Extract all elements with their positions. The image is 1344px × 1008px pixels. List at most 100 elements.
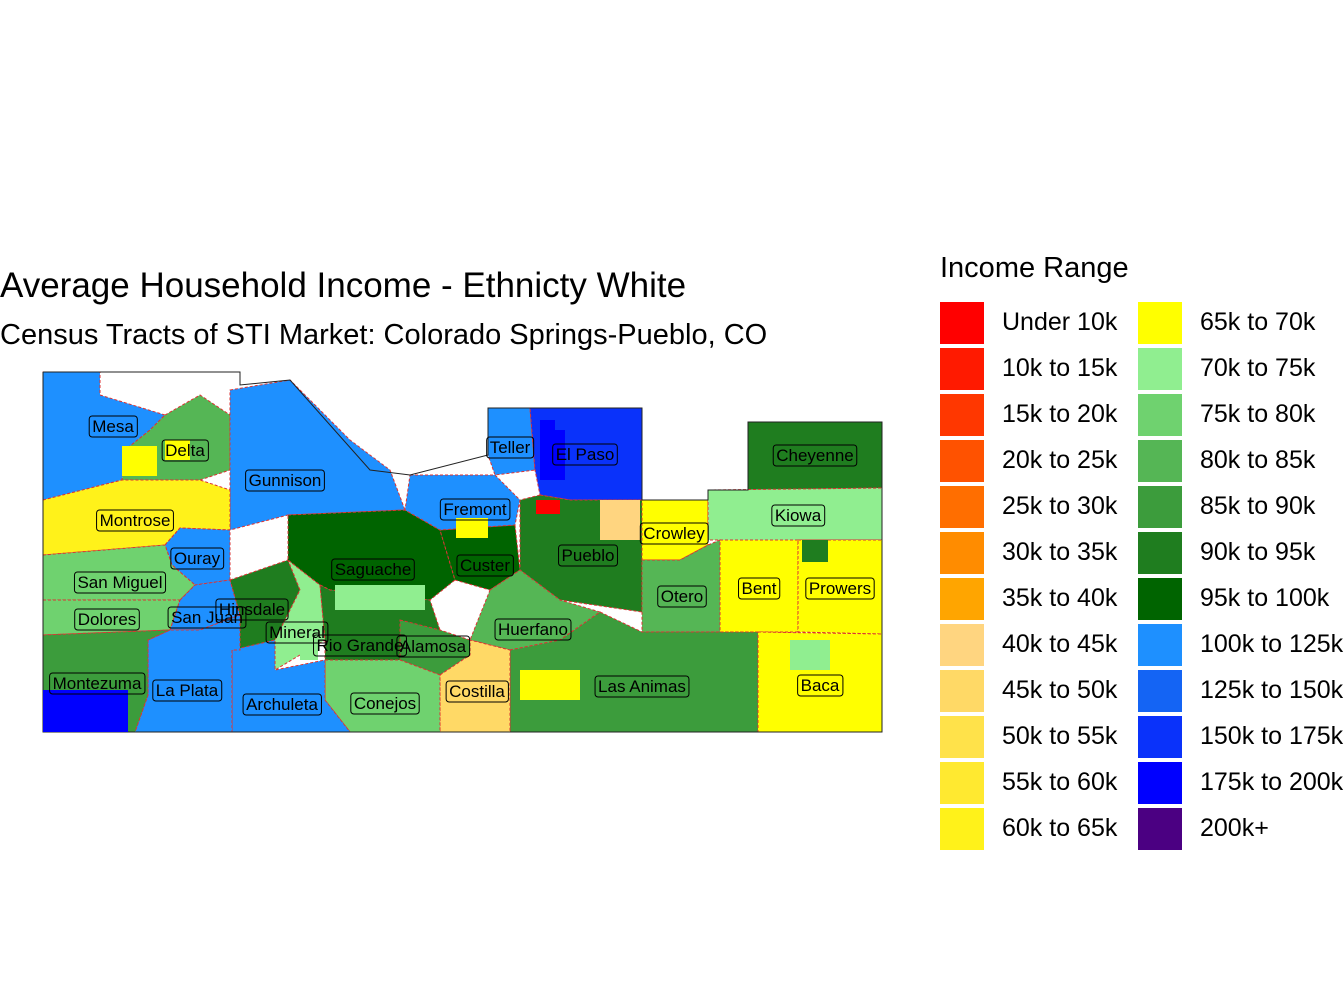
county-label-box	[265, 621, 329, 644]
legend-label: 10k to 15k	[1002, 354, 1118, 382]
legend-swatch	[1138, 624, 1182, 666]
county-label: Pueblo	[558, 544, 618, 567]
county-label-text: La Plata	[156, 681, 219, 700]
county-label: Mineral	[265, 621, 329, 644]
county-label: Delta	[161, 439, 209, 462]
county-label: San Juan	[167, 606, 247, 629]
county-label-box	[738, 577, 781, 600]
county-label: Gunnison	[245, 469, 325, 492]
county-label-text: Montezuma	[53, 674, 142, 693]
county-label-text: Las Animas	[598, 677, 686, 696]
county-label-text: Bent	[742, 579, 777, 598]
county-label-text: Dolores	[78, 610, 137, 629]
county-label: Prowers	[805, 577, 875, 600]
legend-label: 85k to 90k	[1200, 492, 1316, 520]
county-label: Teller	[486, 436, 535, 459]
county-region	[509, 611, 759, 733]
county-label: San Miguel	[73, 571, 167, 594]
census-tract	[165, 440, 190, 460]
legend-label: 55k to 60k	[1002, 768, 1118, 796]
legend-swatch	[1138, 670, 1182, 712]
legend-label: 125k to 150k	[1200, 676, 1344, 704]
legend-label: 150k to 175k	[1200, 722, 1344, 750]
county-label-text: San Miguel	[77, 573, 162, 592]
county-label-box	[350, 692, 420, 715]
county-label-text: Hinsdale	[219, 600, 285, 619]
legend-label: 175k to 200k	[1200, 768, 1344, 796]
county-label: Mesa	[88, 415, 138, 438]
legend-swatch	[940, 348, 984, 390]
legend-swatch	[1138, 348, 1182, 390]
census-tract	[802, 540, 828, 562]
county-label-text: Archuleta	[246, 695, 318, 714]
county-label: Rio Grande	[313, 634, 407, 657]
market-outline	[42, 371, 883, 733]
county-label-box	[396, 635, 471, 658]
county-label: Costilla	[445, 680, 509, 703]
county-label-box	[313, 634, 407, 657]
county-label-box	[242, 693, 322, 716]
census-tract	[536, 500, 560, 514]
county-label-box	[152, 679, 223, 702]
legend-label: 95k to 100k	[1200, 584, 1330, 612]
county-label-text: Crowley	[643, 524, 705, 543]
legend-label: 65k to 70k	[1200, 308, 1316, 336]
county-label-text: El Paso	[556, 445, 615, 464]
county-label-text: Custer	[460, 556, 510, 575]
county-label-box	[558, 544, 618, 567]
county-label: Cheyenne	[772, 444, 858, 467]
legend-label: 200k+	[1200, 814, 1269, 842]
legend-label: Under 10k	[1002, 308, 1118, 336]
county-region	[229, 379, 406, 531]
county-label: Ouray	[170, 547, 225, 570]
county-label-box	[331, 558, 415, 581]
county-label-text: Alamosa	[400, 637, 467, 656]
county-label-box	[771, 504, 826, 527]
legend-label: 20k to 25k	[1002, 446, 1118, 474]
legend-swatch	[1138, 440, 1182, 482]
county-label-box	[805, 577, 875, 600]
county-label-text: Cheyenne	[776, 446, 854, 465]
legend-swatch	[940, 578, 984, 620]
census-tract	[555, 410, 610, 430]
county-label-box	[439, 498, 511, 521]
legend-label: 100k to 125k	[1200, 630, 1344, 658]
legend-label: 50k to 55k	[1002, 722, 1118, 750]
legend-swatch	[940, 532, 984, 574]
legend-label: 40k to 45k	[1002, 630, 1118, 658]
county-label-text: San Juan	[171, 608, 243, 627]
county-label: Fremont	[439, 498, 511, 521]
county-label-box	[445, 680, 509, 703]
county-label: Archuleta	[242, 693, 322, 716]
county-label-box	[170, 547, 225, 570]
county-label-text: Baca	[801, 676, 840, 695]
county-label: Montrose	[96, 509, 174, 532]
county-label-text: Pueblo	[562, 546, 615, 565]
county-label-text: Gunnison	[249, 471, 322, 490]
census-tract	[335, 585, 425, 610]
county-label: Las Animas	[594, 675, 690, 698]
county-label: Kiowa	[771, 504, 826, 527]
county-label-text: Saguache	[335, 560, 412, 579]
legend-label: 35k to 40k	[1002, 584, 1118, 612]
legend: Under 10k 10k to 15k 15k to 20k 20k to 25k 2…	[940, 300, 1344, 855]
county-label-box	[486, 436, 535, 459]
legend-label: 75k to 80k	[1200, 400, 1316, 428]
county-label-text: Ouray	[174, 549, 221, 568]
county-label-box	[245, 469, 325, 492]
legend-label: 70k to 75k	[1200, 354, 1316, 382]
county-label-box	[96, 509, 174, 532]
county-label-box	[797, 674, 844, 697]
county-label-text: Prowers	[809, 579, 871, 598]
county-label: Montezuma	[49, 672, 146, 695]
legend-label: 30k to 35k	[1002, 538, 1118, 566]
county-label-text: Conejos	[354, 694, 416, 713]
county-label-box	[73, 571, 167, 594]
legend-swatch	[940, 808, 984, 850]
legend-swatch	[1138, 302, 1182, 344]
legend-label: 15k to 20k	[1002, 400, 1118, 428]
legend-swatch	[940, 394, 984, 436]
county-label-box	[639, 522, 709, 545]
county-label-text: Rio Grande	[317, 636, 404, 655]
